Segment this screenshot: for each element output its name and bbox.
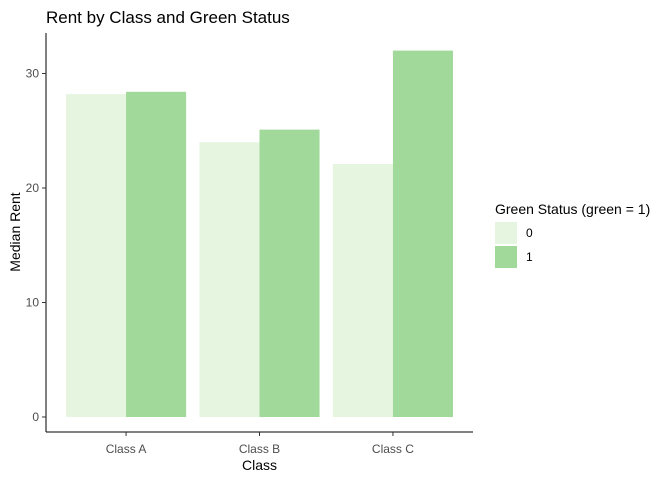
bar-series-1-class-b — [259, 129, 320, 418]
bars-layer — [66, 50, 453, 418]
y-ticks: 0 10 20 30 — [26, 67, 46, 424]
bar-series-1-class-a — [126, 91, 187, 417]
x-tick-label: Class B — [239, 442, 280, 456]
legend-label-1: 1 — [526, 250, 533, 264]
y-tick-label: 0 — [32, 410, 39, 424]
legend-title: Green Status (green = 1) — [495, 201, 650, 217]
y-tick-label: 10 — [26, 296, 40, 310]
bar-series-0-class-c — [332, 163, 393, 417]
bar-series-0-class-a — [66, 94, 127, 418]
y-axis-title: Median Rent — [7, 192, 23, 271]
x-tick-label: Class A — [106, 442, 147, 456]
x-axis-title: Class — [242, 457, 277, 473]
x-ticks: Class A Class B Class C — [106, 432, 414, 456]
legend: Green Status (green = 1) 01 — [495, 201, 650, 268]
y-tick-label: 30 — [26, 67, 40, 81]
bar-series-0-class-b — [199, 142, 260, 417]
chart-title: Rent by Class and Green Status — [46, 8, 290, 27]
y-tick-label: 20 — [26, 181, 40, 195]
legend-label-0: 0 — [526, 226, 533, 240]
legend-swatch-0 — [495, 222, 517, 244]
x-tick-label: Class C — [372, 442, 414, 456]
legend-items: 01 — [495, 222, 533, 268]
legend-swatch-1 — [495, 246, 517, 268]
bar-series-1-class-c — [392, 50, 453, 417]
